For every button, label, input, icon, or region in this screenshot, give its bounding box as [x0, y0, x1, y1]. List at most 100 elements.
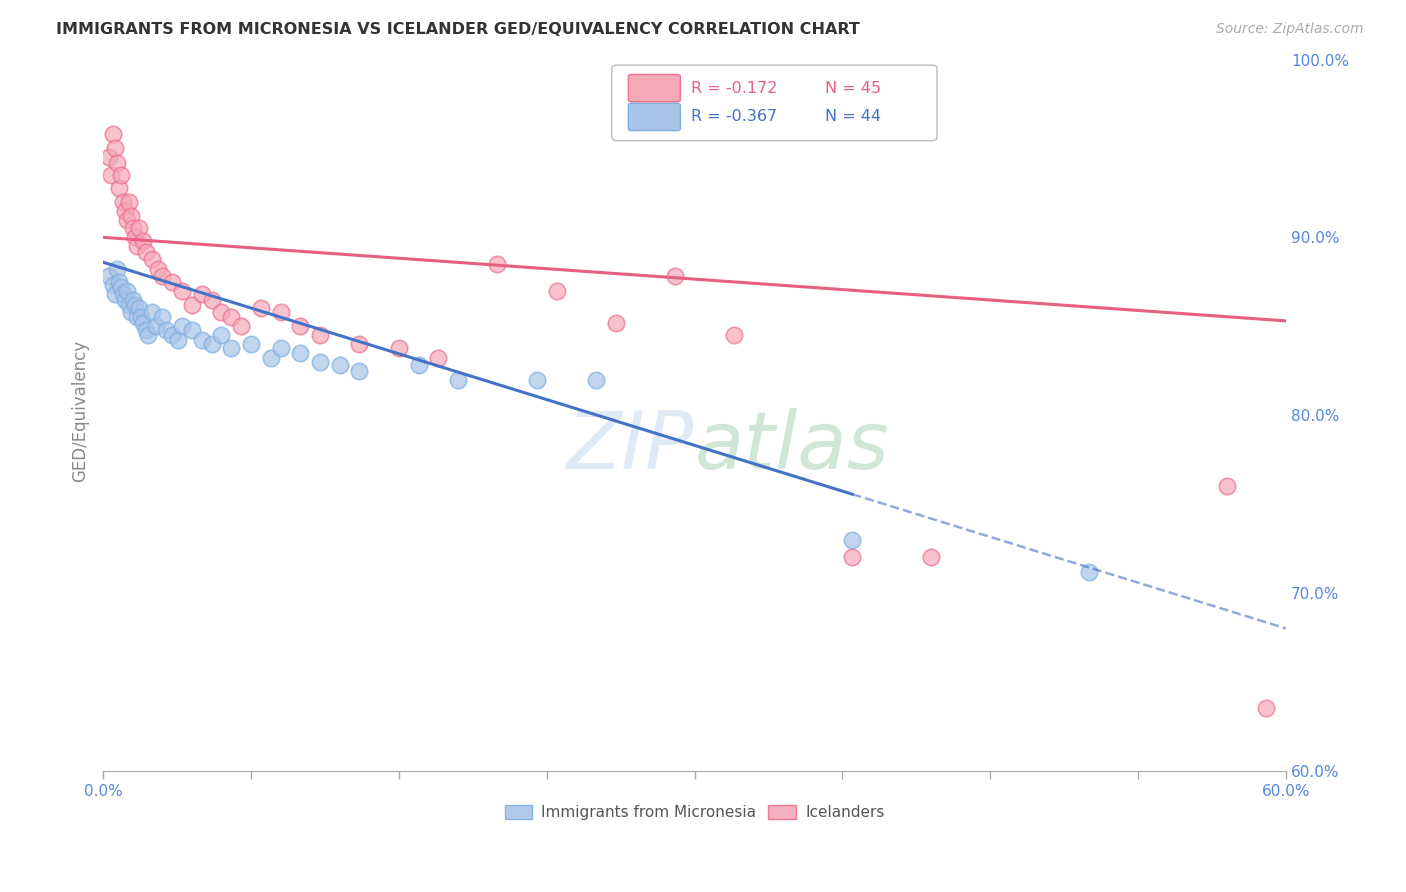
Point [270, 341, 292, 355]
Point [723, 328, 745, 343]
Point [160, 275, 183, 289]
Point [349, 364, 371, 378]
Point [190, 334, 212, 348]
FancyBboxPatch shape [628, 74, 681, 102]
Point [260, 351, 283, 366]
Point [131, 234, 153, 248]
Text: N = 45: N = 45 [825, 80, 880, 95]
Point [270, 305, 292, 319]
Point [125, 239, 148, 253]
Point [121, 293, 143, 307]
Point [408, 359, 430, 373]
Point [1077, 565, 1099, 579]
Point [209, 305, 232, 319]
Point [841, 550, 863, 565]
Point [167, 334, 190, 348]
Text: atlas: atlas [695, 408, 889, 485]
Point [105, 155, 128, 169]
Point [111, 194, 134, 209]
Point [148, 262, 170, 277]
Point [128, 301, 150, 316]
Point [104, 287, 127, 301]
Point [209, 328, 232, 343]
Point [111, 287, 134, 301]
Point [920, 550, 942, 565]
Point [145, 319, 167, 334]
Point [290, 319, 312, 334]
Point [101, 127, 124, 141]
Point [120, 305, 142, 319]
Point [250, 301, 273, 316]
Point [118, 298, 141, 312]
Point [98, 150, 121, 164]
Point [585, 373, 607, 387]
Text: R = -0.367: R = -0.367 [690, 110, 778, 124]
Point [150, 269, 173, 284]
Point [180, 323, 202, 337]
Text: R = -0.172: R = -0.172 [690, 80, 778, 95]
Point [170, 284, 193, 298]
Point [118, 194, 141, 209]
Point [605, 316, 627, 330]
Point [114, 293, 136, 307]
Y-axis label: GED/Equivalency: GED/Equivalency [72, 340, 89, 482]
Point [110, 168, 132, 182]
Point [309, 355, 332, 369]
Point [486, 257, 509, 271]
Point [120, 209, 142, 223]
Point [141, 305, 163, 319]
Point [135, 323, 157, 337]
Point [121, 221, 143, 235]
Point [546, 284, 568, 298]
Point [101, 278, 124, 293]
Point [150, 310, 173, 325]
Point [104, 141, 127, 155]
Point [200, 337, 222, 351]
Point [128, 221, 150, 235]
Point [124, 230, 146, 244]
FancyBboxPatch shape [628, 103, 681, 130]
Point [219, 310, 242, 325]
Text: Source: ZipAtlas.com: Source: ZipAtlas.com [1216, 22, 1364, 37]
FancyBboxPatch shape [612, 65, 936, 141]
Point [526, 373, 548, 387]
Point [141, 252, 163, 266]
Point [155, 323, 177, 337]
Point [240, 337, 263, 351]
Point [100, 168, 122, 182]
Point [125, 310, 148, 325]
Point [170, 319, 193, 334]
Point [290, 346, 312, 360]
Point [664, 269, 686, 284]
Point [447, 373, 470, 387]
Point [309, 328, 332, 343]
Point [108, 275, 131, 289]
Point [180, 298, 202, 312]
Point [115, 212, 138, 227]
Point [138, 328, 160, 343]
Point [427, 351, 450, 366]
Text: ZIP: ZIP [567, 408, 695, 485]
Point [1256, 701, 1278, 715]
Point [98, 269, 121, 284]
Point [160, 328, 183, 343]
Text: IMMIGRANTS FROM MICRONESIA VS ICELANDER GED/EQUIVALENCY CORRELATION CHART: IMMIGRANTS FROM MICRONESIA VS ICELANDER … [56, 22, 860, 37]
Point [105, 262, 128, 277]
Point [131, 316, 153, 330]
Point [124, 298, 146, 312]
Point [200, 293, 222, 307]
Point [190, 287, 212, 301]
Point [219, 341, 242, 355]
Point [349, 337, 371, 351]
Point [329, 359, 352, 373]
Point [135, 244, 157, 259]
Point [1216, 479, 1239, 493]
Point [129, 310, 152, 325]
Legend: Immigrants from Micronesia, Icelanders: Immigrants from Micronesia, Icelanders [499, 798, 890, 826]
Point [229, 319, 252, 334]
Point [110, 280, 132, 294]
Point [115, 284, 138, 298]
Point [841, 533, 863, 547]
Point [114, 203, 136, 218]
Text: N = 44: N = 44 [825, 110, 880, 124]
